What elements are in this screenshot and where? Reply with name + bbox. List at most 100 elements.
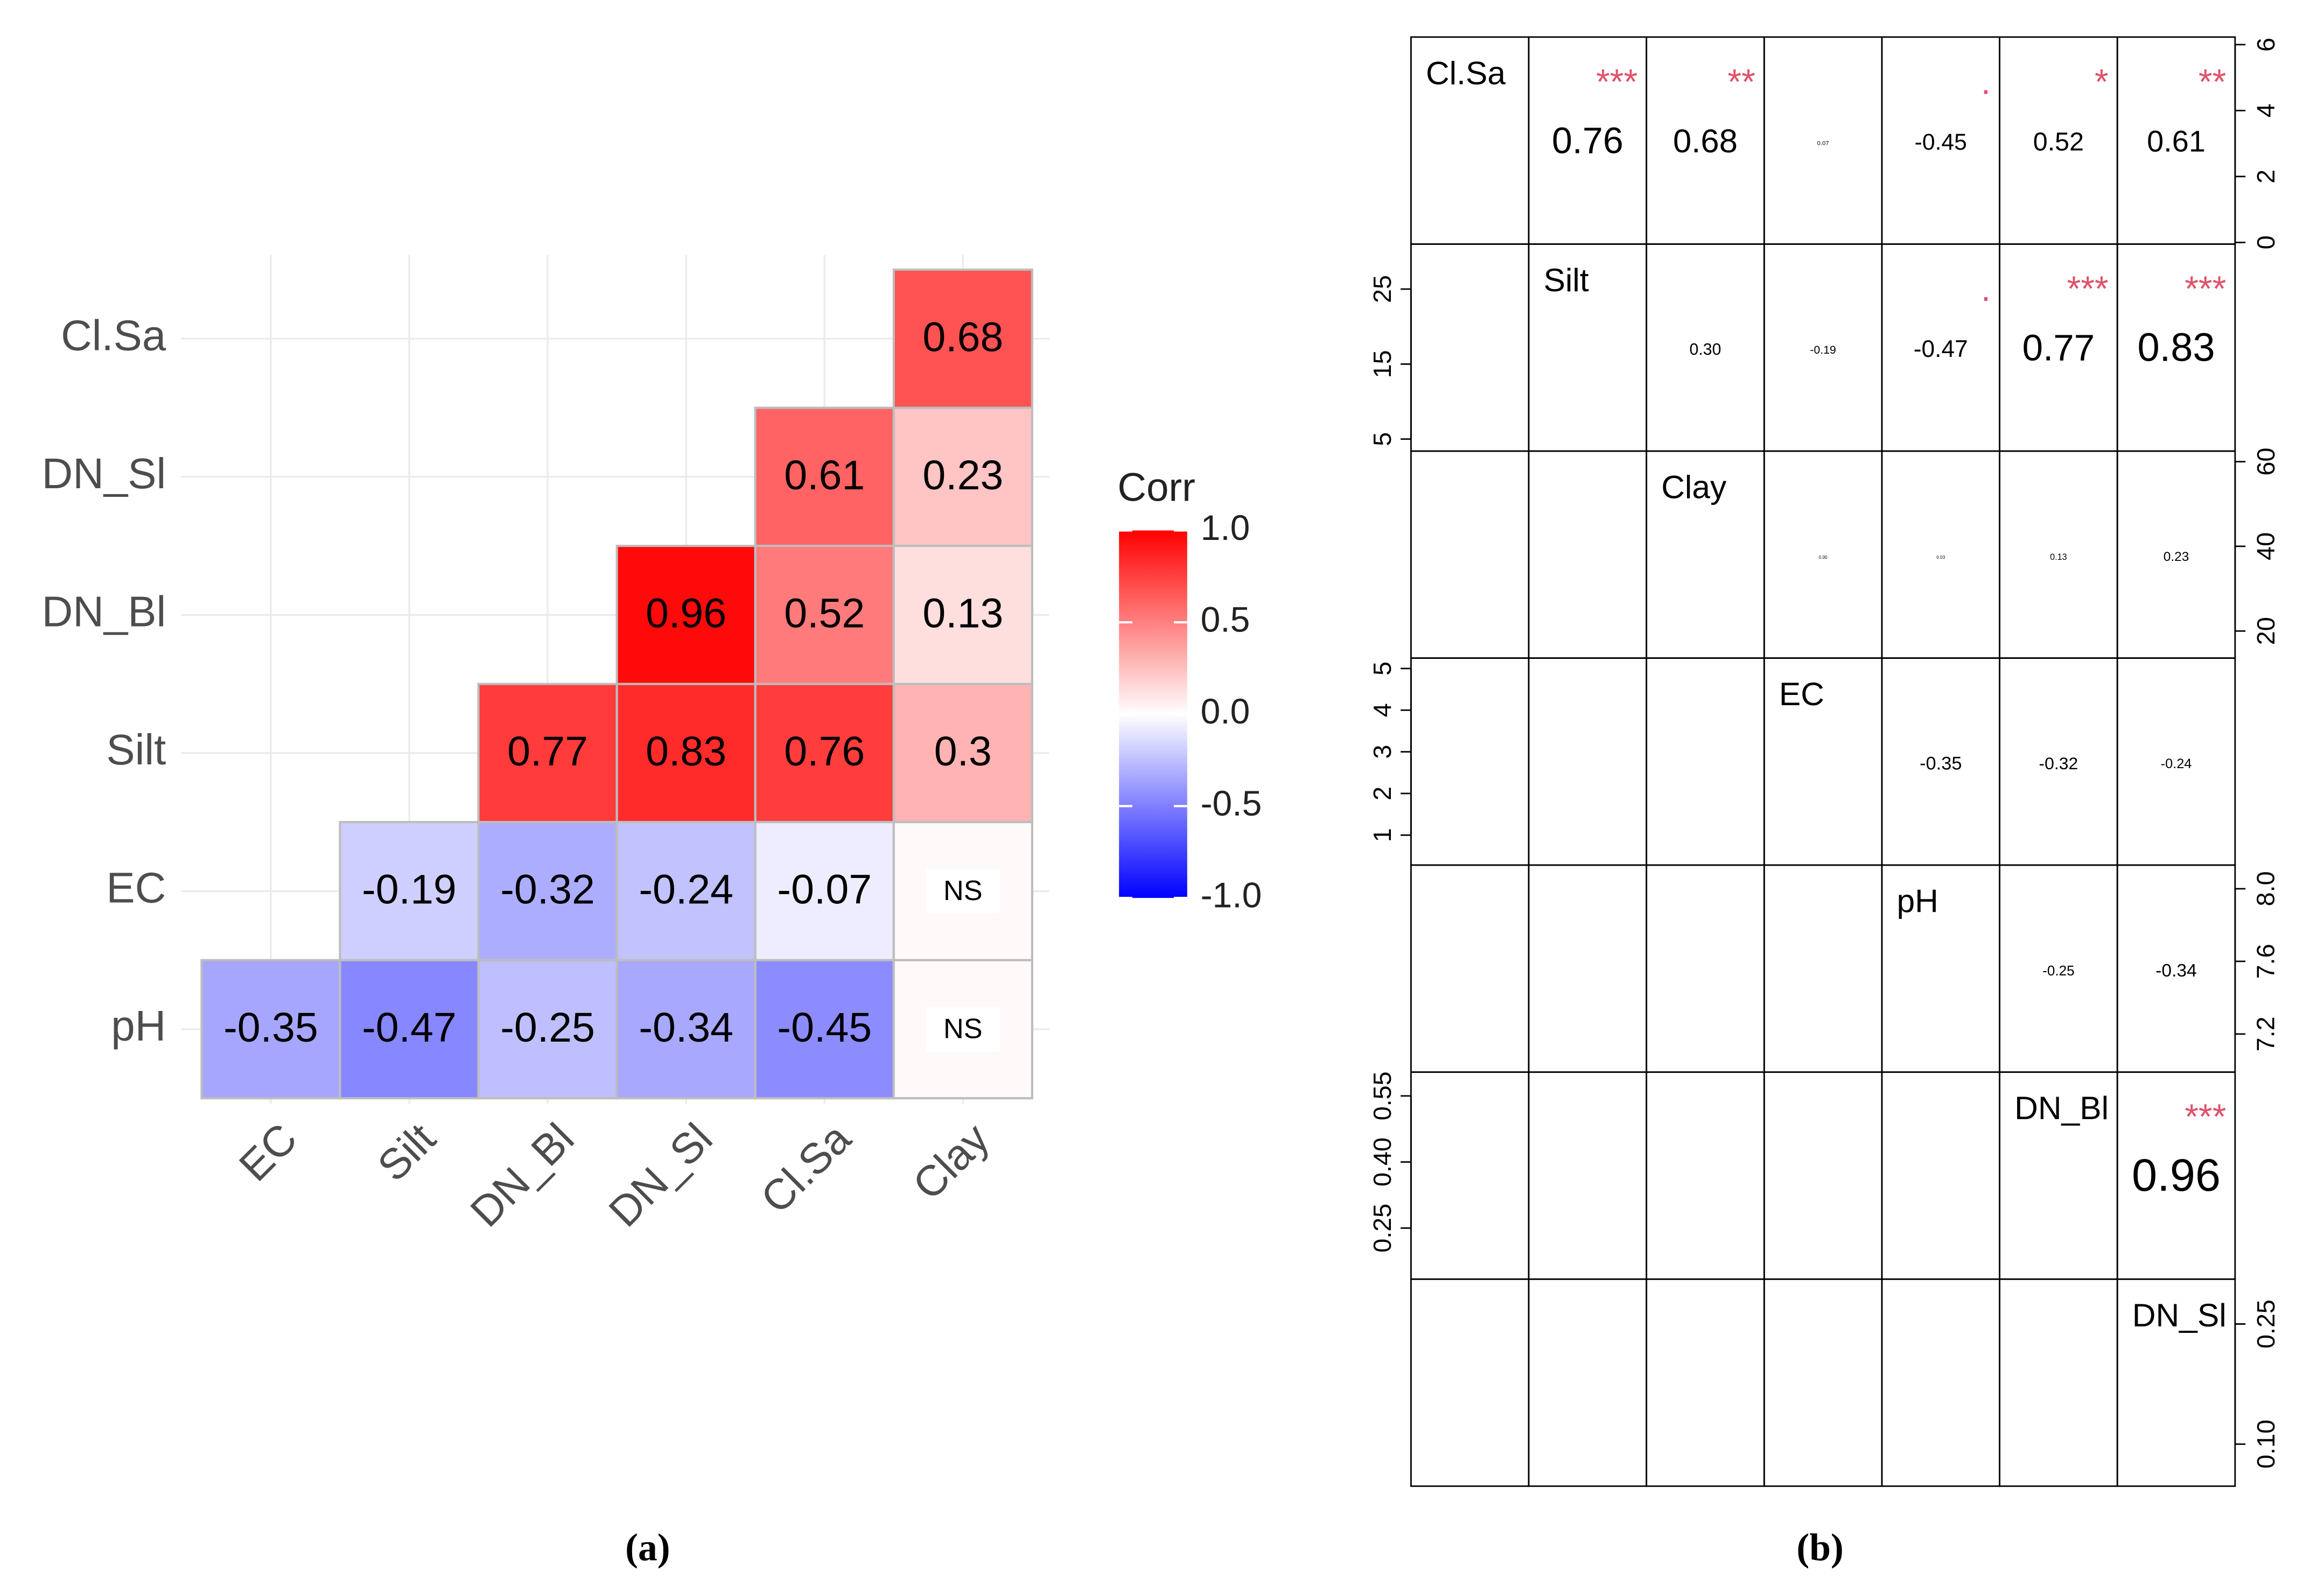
correlation-value: -0.47 xyxy=(1914,336,1968,362)
label-box xyxy=(926,869,1000,914)
caption: (b) xyxy=(1796,1526,1843,1569)
colorbar-label: -1.0 xyxy=(1201,875,1262,915)
y-tick-label: pH xyxy=(111,1002,166,1050)
axis-tick-label: 4 xyxy=(2252,103,2280,117)
correlation-value: 0.61 xyxy=(2147,124,2206,158)
diagonal-label: Cl.Sa xyxy=(1426,54,1506,91)
cell-label: -0.45 xyxy=(777,1004,872,1051)
cell-label: 0.68 xyxy=(922,314,1003,360)
axis-tick-label: 0.10 xyxy=(2252,1420,2280,1468)
correlation-value: -0.45 xyxy=(1915,129,1967,155)
cell-label: -0.25 xyxy=(500,1004,595,1051)
axis-tick-label: 8.0 xyxy=(2252,871,2280,906)
axis-tick-label: 1 xyxy=(1368,828,1396,842)
heat-cell xyxy=(615,821,757,961)
axis-tick-label: 60 xyxy=(2252,448,2280,476)
cell-label: 0.52 xyxy=(784,590,865,636)
correlation-value: 0.07 xyxy=(1817,140,1829,147)
axis-tick-label: 25 xyxy=(1368,275,1396,303)
correlation-value: 0.83 xyxy=(2137,325,2215,370)
y-tick-label: Cl.Sa xyxy=(61,311,166,359)
heat-cell xyxy=(892,544,1033,685)
cell-label: 0.83 xyxy=(646,728,726,775)
heat-cell xyxy=(892,406,1033,547)
heat-cell xyxy=(754,683,895,824)
axis-tick-label: 0.55 xyxy=(1368,1071,1396,1120)
correlation-value: 0.13 xyxy=(2050,552,2067,562)
heat-cell xyxy=(754,406,895,547)
diagonal-label: Silt xyxy=(1544,262,1589,298)
cell-label: 0.76 xyxy=(784,728,865,775)
axis-tick-label: 3 xyxy=(1368,745,1396,759)
y-tick-label: DN_Sl xyxy=(42,449,166,497)
cell-label: 0.13 xyxy=(922,590,1003,636)
y-tick-label: Silt xyxy=(106,726,166,774)
axis-tick-label: 40 xyxy=(2252,532,2280,560)
axis-tick-label: 0 xyxy=(2252,235,2280,249)
diagonal-label: DN_Sl xyxy=(2132,1297,2227,1333)
correlation-value: 0.00 xyxy=(1819,555,1828,560)
significance-stars: *** xyxy=(1596,61,1637,101)
heat-cell xyxy=(892,683,1033,824)
correlation-value: 0.03 xyxy=(1936,555,1945,560)
correlation-value: -0.34 xyxy=(2155,961,2197,981)
cell-label: 0.96 xyxy=(646,590,726,636)
heat-cell xyxy=(754,544,895,685)
significance-stars: * xyxy=(2095,61,2109,101)
diagonal-label: EC xyxy=(1779,676,1824,712)
diagonal-label: Clay xyxy=(1661,469,1727,505)
cell-label: -0.35 xyxy=(223,1004,318,1051)
axis-tick-label: 7.6 xyxy=(2252,944,2280,979)
heat-cell xyxy=(754,959,895,1100)
cell-label: NS xyxy=(943,1014,983,1045)
axis-tick-label: 6 xyxy=(2252,38,2280,52)
cell-label: -0.47 xyxy=(362,1004,457,1051)
colorbar-label: 1.0 xyxy=(1201,508,1250,547)
caption: (a) xyxy=(625,1526,670,1569)
cell-label: NS xyxy=(943,875,983,907)
correlation-value: -0.32 xyxy=(2039,754,2078,773)
heat-cell xyxy=(892,268,1033,409)
axis-tick-label: 0.25 xyxy=(2252,1299,2280,1348)
significance-stars: *** xyxy=(2185,269,2226,308)
axis-tick-label: 0.25 xyxy=(1368,1204,1396,1253)
colorbar-label: 0.5 xyxy=(1201,600,1250,640)
y-tick-label: EC xyxy=(106,863,166,911)
axis-tick-label: 20 xyxy=(2252,617,2280,645)
axis-tick-label: 2 xyxy=(1368,786,1396,800)
heat-cell xyxy=(200,959,341,1100)
correlation-value: -0.35 xyxy=(1920,753,1962,774)
heat-cell xyxy=(477,821,618,961)
heat-cell xyxy=(477,683,618,824)
correlation-value: 0.30 xyxy=(1690,341,1721,359)
correlation-value: -0.25 xyxy=(2042,962,2075,979)
correlation-value: 0.68 xyxy=(1673,123,1738,160)
colorbar-label: -0.5 xyxy=(1201,783,1262,823)
cell-label: 0.77 xyxy=(507,728,588,775)
correlation-value: -0.24 xyxy=(2161,756,2192,771)
correlation-value: -0.19 xyxy=(1810,344,1836,356)
correlation-value: 0.76 xyxy=(1552,121,1623,161)
axis-tick-label: 5 xyxy=(1368,432,1396,446)
significance-stars: ** xyxy=(1727,61,1755,101)
correlation-value: 0.96 xyxy=(2132,1149,2221,1200)
cell-label: 0.23 xyxy=(922,452,1003,498)
cell-label: -0.19 xyxy=(362,867,457,913)
cell-label: 0.61 xyxy=(784,452,865,498)
diagonal-label: DN_Bl xyxy=(2014,1090,2109,1126)
significance-stars: ** xyxy=(2199,61,2226,101)
axis-tick-label: 5 xyxy=(1368,662,1396,676)
cell-label: -0.32 xyxy=(500,867,595,913)
legend-title: Corr xyxy=(1117,465,1195,510)
axis-tick-label: 15 xyxy=(1368,350,1396,378)
cell-label: -0.34 xyxy=(639,1004,733,1051)
label-box xyxy=(926,1007,1000,1052)
correlation-value: 0.52 xyxy=(2033,127,2084,156)
y-tick-label: DN_Bl xyxy=(42,587,166,635)
heat-cell xyxy=(477,959,618,1100)
significance-stars: . xyxy=(1981,61,1991,101)
heat-cell xyxy=(615,959,757,1100)
significance-stars: *** xyxy=(2185,1097,2226,1136)
